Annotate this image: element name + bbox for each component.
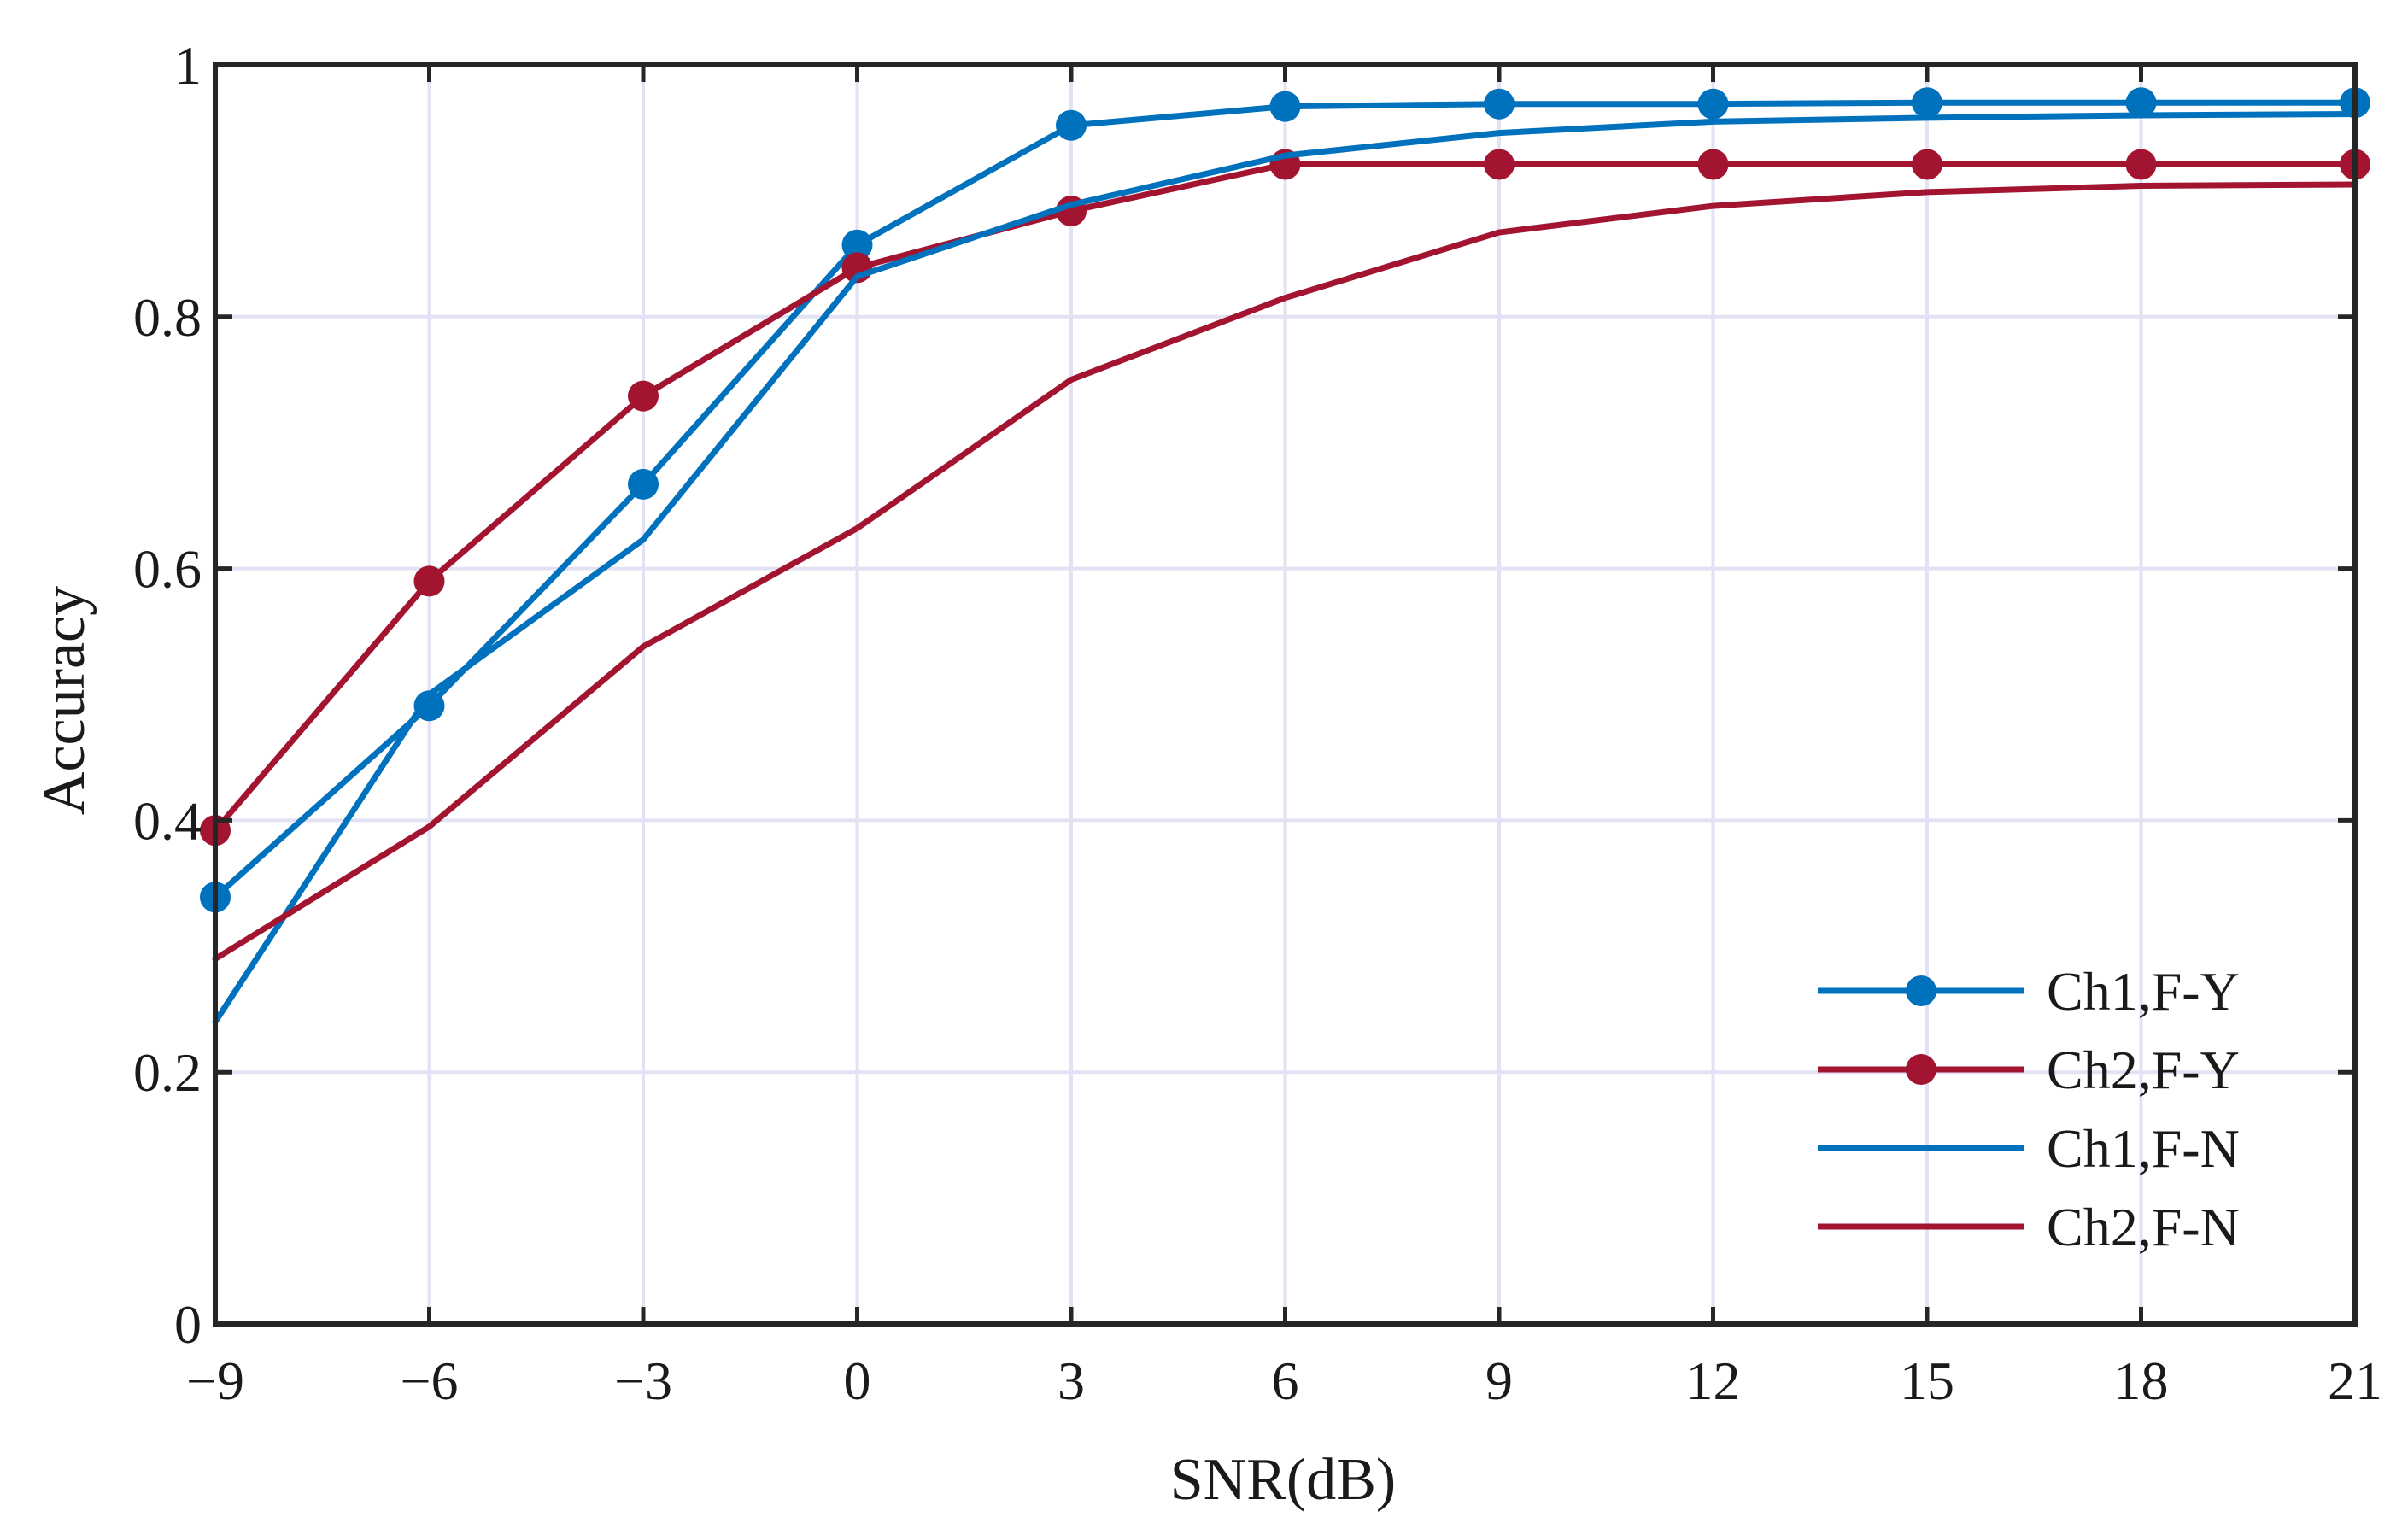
x-axis-label: SNR(dB) <box>1170 1447 1396 1513</box>
series-line-3 <box>212 181 2358 963</box>
axes-frame <box>213 62 2358 1327</box>
series-0-point-2 <box>628 468 659 500</box>
series-line-2 <box>212 110 2358 1025</box>
series-0-point-9 <box>2125 87 2157 119</box>
series-0-point-1 <box>413 690 445 722</box>
x-tick-label-8: 15 <box>1900 1350 1954 1411</box>
legend-label-2: Ch1,F-N <box>2047 1118 2240 1179</box>
series-0-point-8 <box>1912 87 1942 119</box>
series-1-point-7 <box>1697 149 1729 180</box>
series-1-point-6 <box>1484 149 1515 180</box>
series-0-point-5 <box>1269 91 1301 122</box>
legend: Ch1,F-Y Ch2,F-Y Ch1,F-N Ch2,F-N <box>1818 961 2240 1257</box>
tick-labels: −9 −6 −3 0 3 6 9 12 15 18 21 0 0.2 0.4 0.6 0.8 1 <box>133 35 2382 1411</box>
y-tick-label-1: 0.2 <box>133 1042 202 1103</box>
x-tick-label-7: 12 <box>1686 1350 1741 1411</box>
legend-marker-0 <box>1906 975 1936 1006</box>
series-0-point-4 <box>1056 109 1087 141</box>
x-tick-label-3: 0 <box>844 1350 871 1411</box>
legend-marker-1 <box>1906 1054 1936 1085</box>
series-1-point-2 <box>628 380 659 412</box>
legend-label-1: Ch2,F-Y <box>2047 1040 2240 1100</box>
y-tick-label-5: 1 <box>174 35 202 96</box>
y-tick-label-2: 0.4 <box>133 790 202 851</box>
x-tick-label-10: 21 <box>2328 1350 2382 1411</box>
x-tick-label-5: 6 <box>1272 1350 1299 1411</box>
series-1-point-1 <box>413 565 445 597</box>
x-tick-label-2: −3 <box>614 1350 672 1411</box>
legend-label-3: Ch2,F-N <box>2047 1197 2240 1257</box>
series-1-point-8 <box>1912 149 1942 180</box>
series-0-point-6 <box>1484 88 1515 120</box>
y-axis-label: Accuracy <box>32 586 97 815</box>
series-layer <box>200 87 2370 1025</box>
x-tick-label-4: 3 <box>1058 1350 1085 1411</box>
series-0-point-7 <box>1697 88 1729 120</box>
y-tick-label-3: 0.6 <box>133 539 202 600</box>
x-tick-label-1: −6 <box>400 1350 458 1411</box>
series-0-point-3 <box>841 229 873 261</box>
x-tick-label-6: 9 <box>1485 1350 1513 1411</box>
x-tick-label-0: −9 <box>186 1350 244 1411</box>
y-tick-label-0: 0 <box>174 1294 202 1355</box>
legend-label-0: Ch1,F-Y <box>2047 961 2240 1022</box>
series-1-point-9 <box>2125 149 2157 180</box>
x-tick-label-9: 18 <box>2114 1350 2169 1411</box>
y-tick-label-4: 0.8 <box>133 287 202 348</box>
